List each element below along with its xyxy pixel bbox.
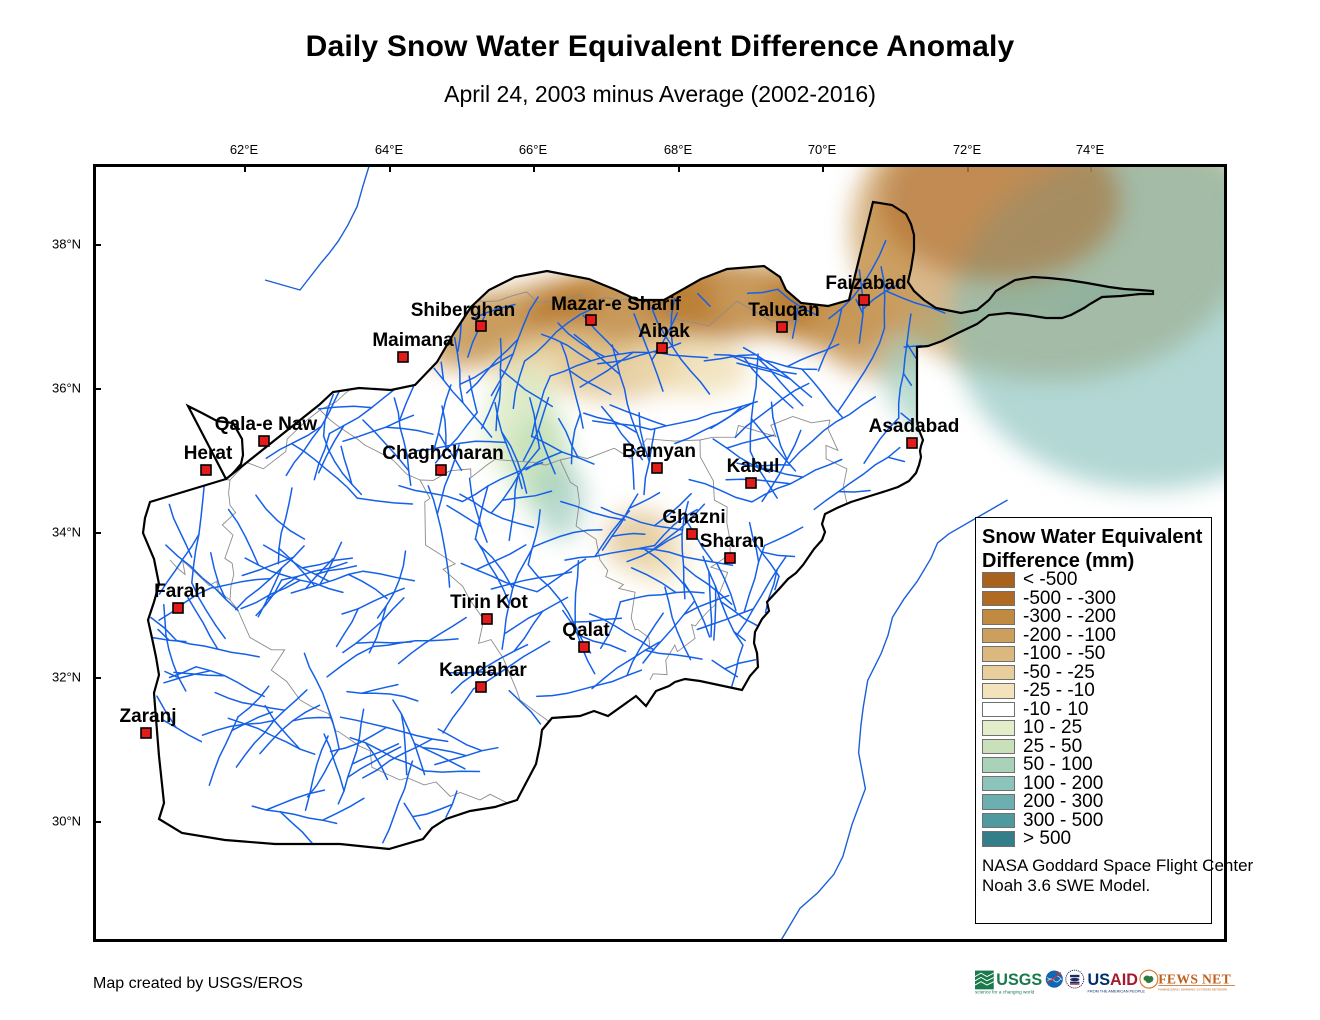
svg-text:Chaghcharan: Chaghcharan: [382, 443, 503, 464]
svg-text:Asadabad: Asadabad: [869, 416, 960, 437]
svg-text:FAMINE EARLY WARNING SYSTEMS N: FAMINE EARLY WARNING SYSTEMS NETWORK: [1158, 988, 1227, 992]
svg-text:Maimana: Maimana: [372, 330, 454, 351]
svg-text:Ghazni: Ghazni: [662, 507, 725, 528]
svg-text:Taluqan: Taluqan: [748, 300, 819, 321]
svg-text:Sharan: Sharan: [700, 531, 764, 552]
svg-text:Mazar-e Sharif: Mazar-e Sharif: [551, 294, 682, 315]
svg-text:Qalat: Qalat: [562, 620, 610, 641]
svg-text:Aibak: Aibak: [638, 321, 690, 342]
svg-text:Kandahar: Kandahar: [439, 660, 527, 681]
svg-text:FEWS NET: FEWS NET: [1158, 971, 1231, 986]
svg-text:Qala-e Naw: Qala-e Naw: [215, 414, 318, 435]
svg-text:Faizabad: Faizabad: [825, 273, 906, 294]
svg-text:Zaranj: Zaranj: [119, 706, 176, 727]
svg-text:Kabul: Kabul: [727, 456, 780, 477]
svg-text:Shiberghan: Shiberghan: [411, 300, 516, 321]
svg-text:Farah: Farah: [154, 581, 206, 602]
svg-text:FROM THE AMERICAN PEOPLE: FROM THE AMERICAN PEOPLE: [1088, 989, 1146, 993]
svg-text:Bamyan: Bamyan: [622, 441, 696, 462]
svg-text:science for a changing world: science for a changing world: [975, 990, 1035, 995]
svg-text:USGS: USGS: [996, 971, 1042, 989]
svg-text:USAID: USAID: [1088, 971, 1139, 989]
svg-text:Tirin Kot: Tirin Kot: [450, 592, 528, 613]
svg-text:Herat: Herat: [184, 443, 233, 464]
